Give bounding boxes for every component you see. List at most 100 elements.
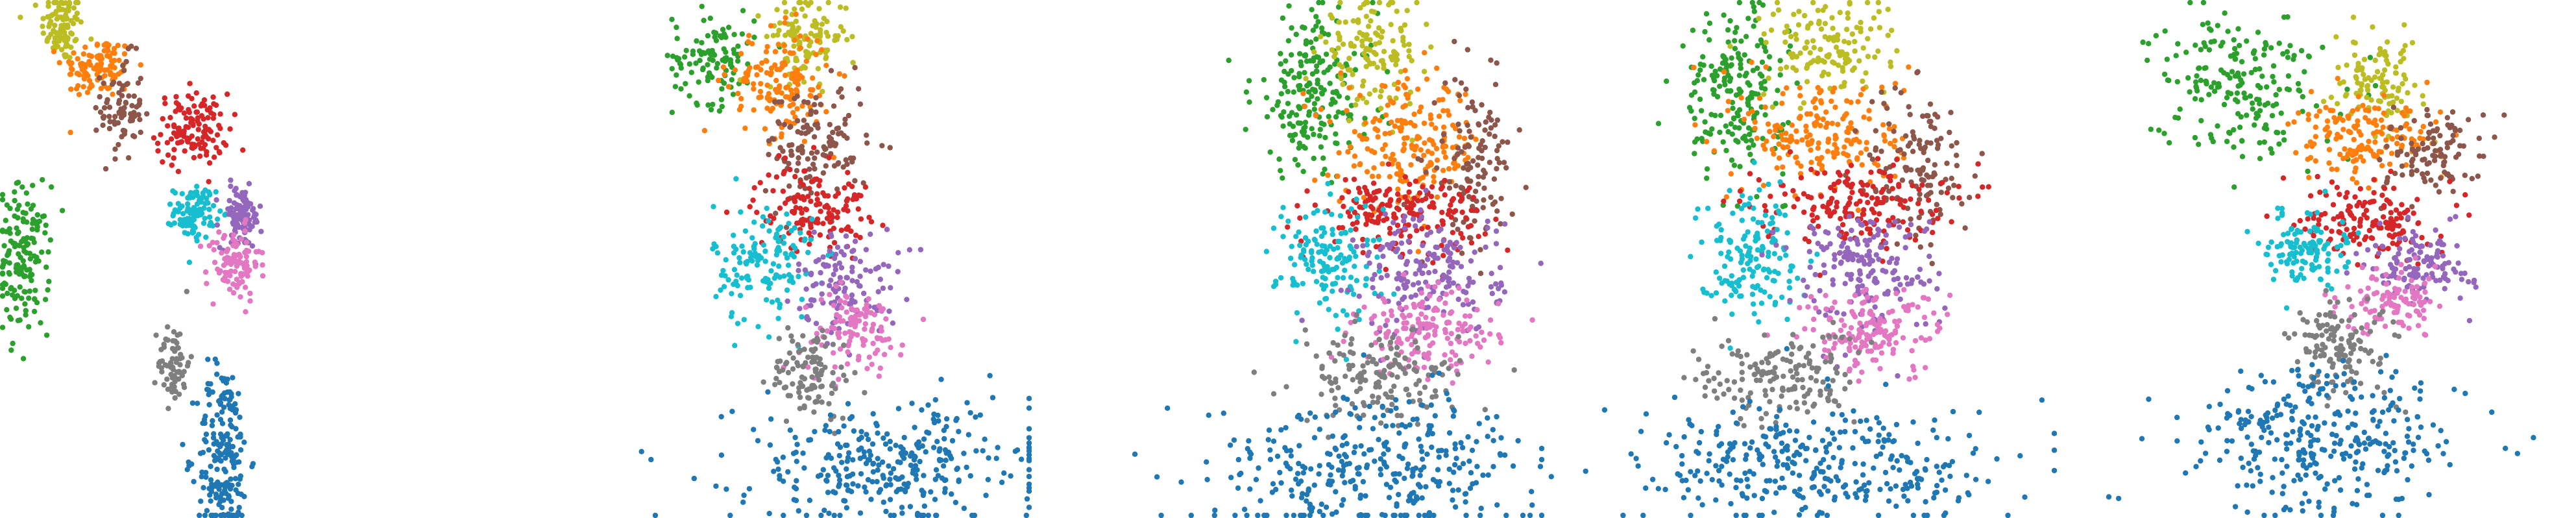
scatter-point [812,358,818,365]
scatter-point [1384,188,1391,194]
scatter-point [1235,485,1241,491]
scatter-point [129,103,135,108]
scatter-point [1368,8,1375,14]
scatter-point [1371,49,1377,56]
scatter-point [799,143,805,149]
scatter-point [1456,134,1463,140]
scatter-point [1445,258,1451,264]
scatter-point [1376,0,1383,6]
scatter-point [1448,340,1454,347]
scatter-point [1026,440,1032,446]
scatter-point [805,354,811,360]
scatter-point [1710,87,1716,93]
scatter-point [1411,202,1416,208]
scatter-point [1334,90,1340,96]
scatter-point [808,236,814,243]
scatter-point [168,364,174,370]
scatter-point [1355,17,1361,23]
scatter-point [1304,498,1309,504]
scatter-point [1704,166,1710,172]
scatter-point [110,92,115,97]
scatter-point [784,287,790,293]
scatter-point [1352,319,1358,325]
scatter-point [1204,459,1209,465]
scatter-point [15,215,21,221]
scatter-point [732,343,738,349]
scatter-point [1429,121,1435,127]
scatter-point [718,413,724,420]
scatter-point [1296,460,1302,467]
scatter-point [161,382,167,388]
scatter-point [790,381,796,387]
scatter-point [1383,464,1390,470]
scatter-point [1211,512,1217,518]
scatter-point [1404,199,1411,204]
scatter-point [1303,38,1309,44]
scatter-point [917,458,923,465]
scatter-point [1422,140,1428,146]
scatter-point [1727,18,1733,24]
scatter-point [814,191,820,197]
scatter-point [1784,144,1791,150]
scatter-point [802,65,808,71]
scatter-point [1714,93,1721,100]
scatter-point [227,258,234,264]
scatter-point [234,202,240,208]
scatter-point [1386,363,1392,369]
scatter-point [1409,473,1415,479]
scatter-point [1476,121,1481,127]
scatter-point [197,512,202,518]
scatter-point [1455,487,1461,493]
scatter-point [687,93,692,99]
scatter-point [770,32,776,38]
scatter-point [794,167,800,174]
scatter-point [863,489,869,495]
scatter-point [1365,23,1372,29]
scatter-point [1429,444,1435,450]
scatter-point [820,170,827,176]
scatter-point [1791,12,1797,18]
scatter-point [780,188,786,194]
scatter-point [1804,25,1811,31]
scatter-point [1456,92,1463,99]
scatter-point [1476,234,1481,240]
scatter-point [1465,283,1471,289]
scatter-point [1691,64,1697,71]
scatter-point [846,450,852,456]
scatter-point [803,53,809,59]
scatter-point [784,94,791,100]
scatter-point [1283,512,1289,518]
scatter-point [914,476,919,482]
scatter-point [1469,353,1475,359]
scatter-point [167,115,173,121]
scatter-point [23,250,29,256]
scatter-point [1489,291,1495,297]
scatter-point [731,32,737,38]
scatter-point [189,133,195,139]
scatter-point [1463,86,1469,92]
scatter-point [754,210,760,216]
scatter-point [845,112,852,119]
scatter-point [819,280,825,286]
scatter-point [700,49,706,56]
scatter-point [720,27,726,32]
scatter-point [1442,352,1448,358]
scatter-point [1398,128,1403,134]
scatter-point [184,288,189,295]
scatter-point [790,338,796,344]
series-blue [1132,352,1544,518]
scatter-point [812,166,818,172]
scatter-point [1267,447,1273,453]
scatter-point [711,29,717,35]
scatter-point [844,505,850,511]
scatter-point [1405,498,1412,504]
scatter-point [801,125,807,130]
scatter-point [783,418,790,425]
scatter-point [0,286,6,291]
scatter-point [832,364,838,370]
scatter-point [811,134,818,140]
scatter-point [1820,7,1826,13]
scatter-point [1372,458,1378,464]
scatter-point [1473,480,1479,486]
scatter-point [921,473,927,478]
